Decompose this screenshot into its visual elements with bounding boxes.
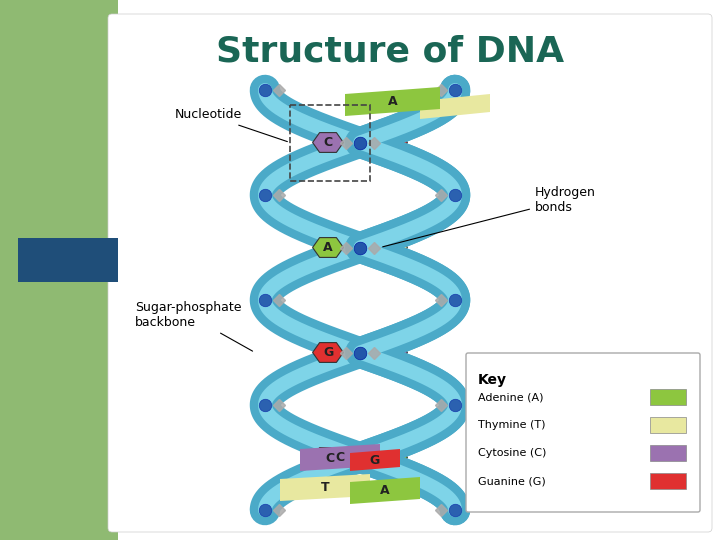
Bar	[650, 445, 686, 461]
Text: G: G	[370, 454, 380, 467]
FancyBboxPatch shape	[466, 353, 700, 512]
Text: Sugar-phosphate
backbone: Sugar-phosphate backbone	[135, 301, 253, 351]
Text: Hydrogen
bonds: Hydrogen bonds	[383, 186, 596, 247]
Bar	[650, 417, 686, 433]
Text: Adenine (A): Adenine (A)	[478, 392, 544, 402]
Polygon shape	[350, 449, 400, 471]
Text: G: G	[323, 346, 333, 359]
Text: G: G	[387, 136, 397, 149]
Polygon shape	[345, 87, 440, 116]
Polygon shape	[312, 448, 343, 468]
Polygon shape	[312, 342, 343, 362]
Text: Nucleotide: Nucleotide	[175, 109, 287, 141]
FancyBboxPatch shape	[108, 14, 712, 532]
Text: C: C	[387, 346, 397, 359]
Polygon shape	[312, 133, 343, 152]
Text: C: C	[336, 451, 345, 464]
Text: Structure of DNA: Structure of DNA	[216, 35, 564, 69]
Polygon shape	[280, 474, 370, 501]
Polygon shape	[350, 477, 420, 504]
Text: A: A	[387, 451, 397, 464]
Text: C: C	[323, 136, 333, 149]
Text: T: T	[320, 481, 329, 494]
Text: Guanine (G): Guanine (G)	[478, 476, 546, 486]
Text: T: T	[387, 241, 396, 254]
Text: C: C	[325, 451, 335, 464]
Polygon shape	[300, 444, 380, 471]
Bar	[18, 238, 118, 282]
Polygon shape	[312, 238, 343, 258]
Bar	[650, 473, 686, 489]
Polygon shape	[377, 448, 408, 468]
Text: Thymine (T): Thymine (T)	[478, 420, 546, 430]
Text: A: A	[323, 241, 333, 254]
Text: Cytosine (C): Cytosine (C)	[478, 448, 546, 458]
Text: A: A	[387, 95, 397, 108]
Bar	[290, 105, 370, 180]
Bar	[650, 389, 686, 405]
Text: T: T	[324, 451, 333, 464]
Polygon shape	[420, 94, 490, 119]
Polygon shape	[377, 238, 408, 258]
Polygon shape	[377, 133, 408, 152]
Polygon shape	[377, 342, 408, 362]
Bar	[0, 0, 118, 540]
Text: A: A	[380, 484, 390, 497]
Text: Key: Key	[478, 373, 507, 387]
